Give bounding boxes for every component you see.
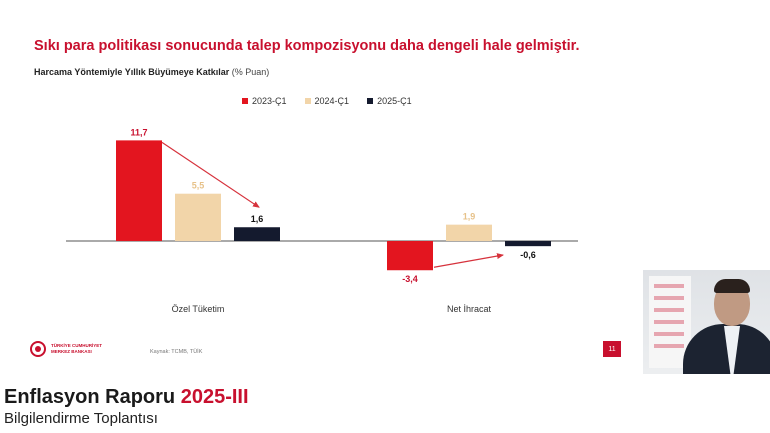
chart-subtitle: Harcama Yöntemiyle Yıllık Büyümeye Katkı… xyxy=(34,67,269,77)
legend-swatch-2024 xyxy=(304,98,311,104)
slide-headline: Sıkı para politikası sonucunda talep kom… xyxy=(34,38,580,54)
bar-0-1 xyxy=(175,193,221,241)
slide: Sıkı para politikası sonucunda talep kom… xyxy=(30,38,621,357)
logo-line-1: TÜRKİYE CUMHURİYET xyxy=(51,343,103,348)
speaker-hair xyxy=(714,279,750,293)
data-label-0-2: 1,6 xyxy=(251,214,264,224)
logo-line-2: MERKEZ BANKASI xyxy=(51,349,92,354)
legend-swatch-2025 xyxy=(367,98,374,104)
lower-third-subtitle: Bilgilendirme Toplantısı xyxy=(4,410,158,427)
bar-1-2 xyxy=(505,241,551,247)
tcmb-logo-mark xyxy=(30,341,46,357)
data-label-1-2: -0,6 xyxy=(520,250,536,260)
trend-arrow-0 xyxy=(161,141,260,208)
legend-label-2024: 2024-Ç1 xyxy=(314,96,350,106)
data-label-1-0: -3,4 xyxy=(402,274,418,284)
legend-item-2024: 2024-Ç1 xyxy=(304,96,350,106)
bar-0-2 xyxy=(234,227,280,241)
legend-swatch-2023 xyxy=(242,98,248,104)
data-label-0-1: 5,5 xyxy=(192,181,205,191)
bar-1-0 xyxy=(387,241,433,271)
lower-third-title: Enflasyon Raporu 2025-III xyxy=(4,386,249,409)
legend-label-2025: 2025-Ç1 xyxy=(377,96,412,106)
bar-chart: 11,7 5,5 1,6 Özel Tüketim -3,4 1,9 -0,6 Net İhr… xyxy=(66,127,578,314)
lower-third xyxy=(0,378,770,433)
speaker-video xyxy=(643,270,770,374)
bar-1-1 xyxy=(446,224,492,241)
tcmb-logo-text: TÜRKİYE CUMHURİYET MERKEZ BANKASI xyxy=(51,343,102,355)
source-note: Kaynak: TCMB, TÜİK xyxy=(150,349,203,355)
legend-label-2023: 2023-Ç1 xyxy=(252,96,287,106)
chart-legend: 2023-Ç1 2024-Ç1 2025-Ç1 xyxy=(242,96,412,106)
lower-third-title-accent: 2025-III xyxy=(180,386,249,408)
chart-subtitle-text: Harcama Yöntemiyle Yıllık Büyümeye Katkı… xyxy=(34,67,230,77)
data-label-1-1: 1,9 xyxy=(463,212,476,222)
bar-0-0 xyxy=(116,140,162,241)
category-label-1: Net İhracat xyxy=(447,304,492,314)
legend-item-2025: 2025-Ç1 xyxy=(367,96,412,106)
lower-third-title-main: Enflasyon Raporu xyxy=(4,386,176,408)
chart-unit: (% Puan) xyxy=(231,67,270,77)
trend-arrow-1 xyxy=(433,253,504,268)
page-number: 11 xyxy=(603,341,621,357)
legend-item-2023: 2023-Ç1 xyxy=(242,96,287,106)
tcmb-logo: TÜRKİYE CUMHURİYET MERKEZ BANKASI xyxy=(30,341,102,357)
category-label-0: Özel Tüketim xyxy=(172,304,225,314)
data-label-0-0: 11,7 xyxy=(130,127,147,137)
